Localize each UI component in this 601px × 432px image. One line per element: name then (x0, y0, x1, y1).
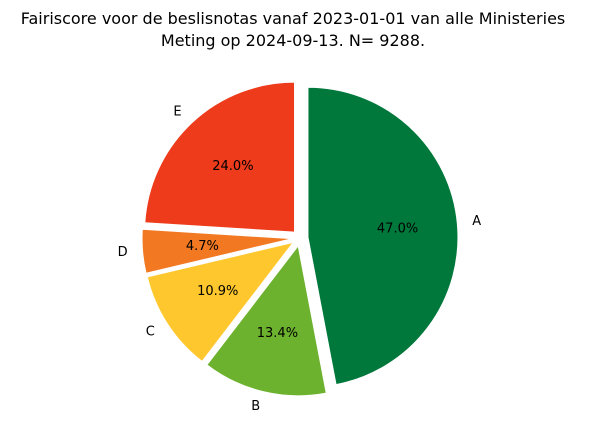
chart-title: Fairiscore voor de beslisnotas vanaf 202… (21, 9, 566, 28)
slice-label-e: E (173, 104, 181, 119)
pct-label-e: 24.0% (212, 159, 253, 174)
pct-label-b: 13.4% (257, 326, 298, 341)
pct-label-d: 4.7% (186, 239, 219, 254)
pie-slice-c (146, 241, 295, 363)
pie-slices (141, 81, 459, 397)
pie-slice-e (144, 81, 296, 233)
pie-slice-b (206, 244, 327, 397)
pie-slice-d (141, 228, 293, 274)
slice-label-d: D (118, 245, 128, 260)
slice-label-a: A (472, 214, 481, 229)
slice-label-c: C (146, 325, 155, 340)
pie-labels: A 47.0% B 13.4% C 10.9% D 4.7% E 24.0% (118, 104, 482, 413)
pct-label-c: 10.9% (197, 284, 238, 299)
chart-subtitle: Meting op 2024-09-13. N= 9288. (161, 31, 425, 50)
pie-slice-a (307, 86, 459, 386)
pct-label-a: 47.0% (377, 221, 418, 236)
slice-label-b: B (251, 399, 260, 414)
